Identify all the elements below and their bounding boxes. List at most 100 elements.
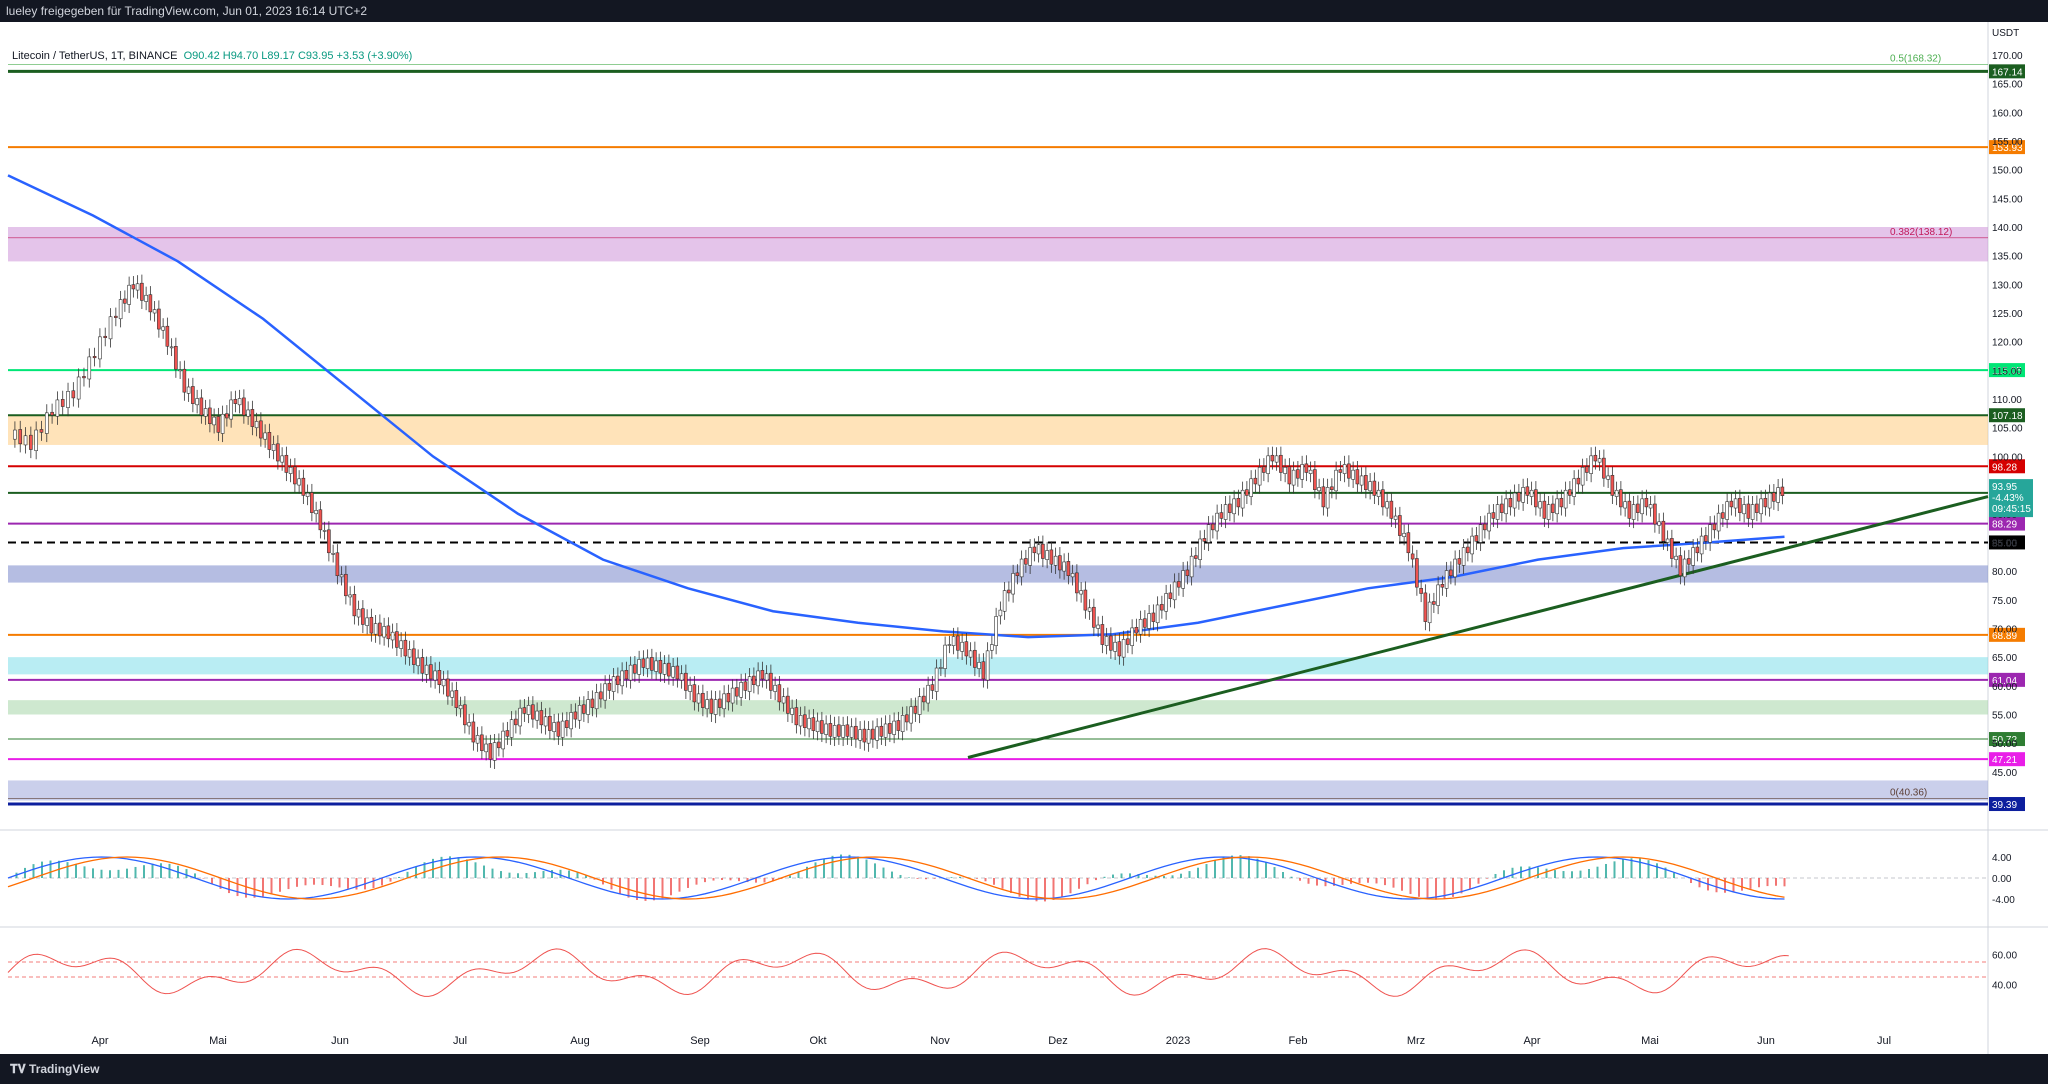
macd-histogram-bar [687, 878, 689, 888]
candle-body [1228, 503, 1232, 513]
candle-body [1126, 638, 1130, 645]
candle-body [1079, 590, 1083, 595]
tradingview-logo[interactable]: 𝐓𝐕 TradingView [10, 1062, 100, 1076]
candle-body [590, 698, 595, 708]
candle-body [1087, 607, 1092, 612]
price-tick-label: 155.00 [1992, 137, 2023, 148]
candle-body [1712, 523, 1717, 531]
candle-body [1402, 532, 1406, 538]
macd-histogram-bar [1656, 863, 1658, 878]
time-tick-label: Nov [930, 1035, 950, 1047]
price-tick-label: 65.00 [1992, 653, 2017, 664]
level-price-tag [1989, 535, 2025, 550]
macd-histogram-bar [245, 878, 247, 898]
chart-legend: Litecoin / TetherUS, 1T, BINANCE O90.42 … [12, 50, 412, 62]
candle-body [1627, 500, 1632, 519]
candle-body [1194, 555, 1198, 559]
macd-histogram-bar [49, 860, 52, 878]
candle-body [684, 672, 688, 691]
chart-svg[interactable]: 167.14153.93115.05107.1898.2893.6488.298… [0, 22, 2048, 1054]
candle-body [526, 705, 531, 715]
level-price-label: 61.04 [1992, 676, 2017, 687]
chart-panel[interactable]: 167.14153.93115.05107.1898.2893.6488.298… [0, 22, 2048, 1054]
candle-body [1113, 641, 1117, 652]
candle-body [956, 635, 960, 651]
candle-body [1691, 547, 1695, 566]
candle-body [981, 661, 986, 680]
macd-histogram-bar [1426, 878, 1429, 899]
candle-body [322, 530, 327, 532]
candle-body [1529, 489, 1534, 497]
candle-body [777, 684, 782, 703]
candle-body [399, 640, 403, 649]
candle-body [1130, 627, 1134, 646]
candle-body [216, 416, 221, 433]
macd-histogram-bar [1095, 878, 1097, 881]
macd-histogram-bar [551, 870, 553, 878]
time-tick-label: Okt [809, 1035, 826, 1047]
candle-body [1559, 497, 1564, 508]
candle-body [769, 672, 773, 691]
candle-body [662, 663, 667, 675]
candle-body [1134, 627, 1139, 634]
candle-body [1682, 558, 1687, 578]
candle-body [1368, 481, 1372, 492]
macd-histogram-bar [1163, 875, 1165, 878]
macd-histogram-bar [1341, 878, 1344, 885]
candle-body [203, 408, 208, 417]
candle-body [582, 704, 586, 714]
macd-histogram-bar [1375, 878, 1378, 884]
level-price-label: 167.14 [1992, 67, 2023, 78]
level-price-label: 50.72 [1992, 735, 2017, 746]
candle-body [1070, 573, 1075, 578]
macd-histogram-bar [160, 863, 162, 878]
candle-body [1776, 487, 1780, 503]
candle-body [1478, 524, 1483, 543]
macd-histogram-bar [1018, 878, 1021, 897]
candle-body [1376, 489, 1381, 497]
macd-histogram-bar [466, 859, 468, 878]
candle-body [1772, 492, 1776, 502]
candle-body [1381, 489, 1385, 508]
candle-body [616, 675, 620, 685]
macd-histogram-bar [355, 878, 358, 890]
macd-histogram-bar [1239, 855, 1242, 878]
macd-histogram-bar [1673, 872, 1675, 878]
macd-histogram-bar [432, 858, 434, 878]
macd-histogram-bar [143, 865, 145, 878]
candle-body [1483, 523, 1487, 531]
candle-body [318, 509, 323, 531]
share-text: lueley freigegeben für TradingView.com, … [6, 4, 368, 18]
candle-body [1525, 486, 1530, 496]
candle-body [1763, 497, 1768, 508]
candle-body [1495, 504, 1500, 520]
candle-body [44, 412, 49, 434]
candle-body [420, 657, 425, 674]
candle-body [276, 443, 280, 462]
candle-body [573, 711, 578, 720]
candle-body [480, 734, 484, 751]
candle-body [1181, 570, 1185, 589]
candle-body [429, 664, 433, 680]
candle-body [1185, 569, 1190, 577]
candle-body [905, 714, 909, 723]
candle-body [701, 692, 705, 708]
macd-histogram-bar [814, 862, 817, 878]
time-tick-label: Apr [1523, 1035, 1540, 1047]
candle-body [1279, 454, 1283, 473]
price-tick-label: 130.00 [1992, 280, 2023, 291]
candle-body [29, 434, 33, 450]
price-tick-label: 85.00 [1992, 538, 2017, 549]
candle-body [1364, 475, 1368, 490]
candle-body [1614, 489, 1619, 497]
candle-body [1249, 478, 1253, 497]
candle-body [1338, 469, 1343, 473]
candle-body [1423, 592, 1428, 622]
candle-body [1347, 463, 1351, 479]
candle-body [1041, 543, 1045, 559]
candle-body [314, 510, 318, 515]
candle-body [790, 707, 794, 715]
macd-histogram-bar [236, 878, 239, 897]
candle-body [1470, 535, 1474, 555]
macd-histogram-bar [1205, 864, 1208, 878]
